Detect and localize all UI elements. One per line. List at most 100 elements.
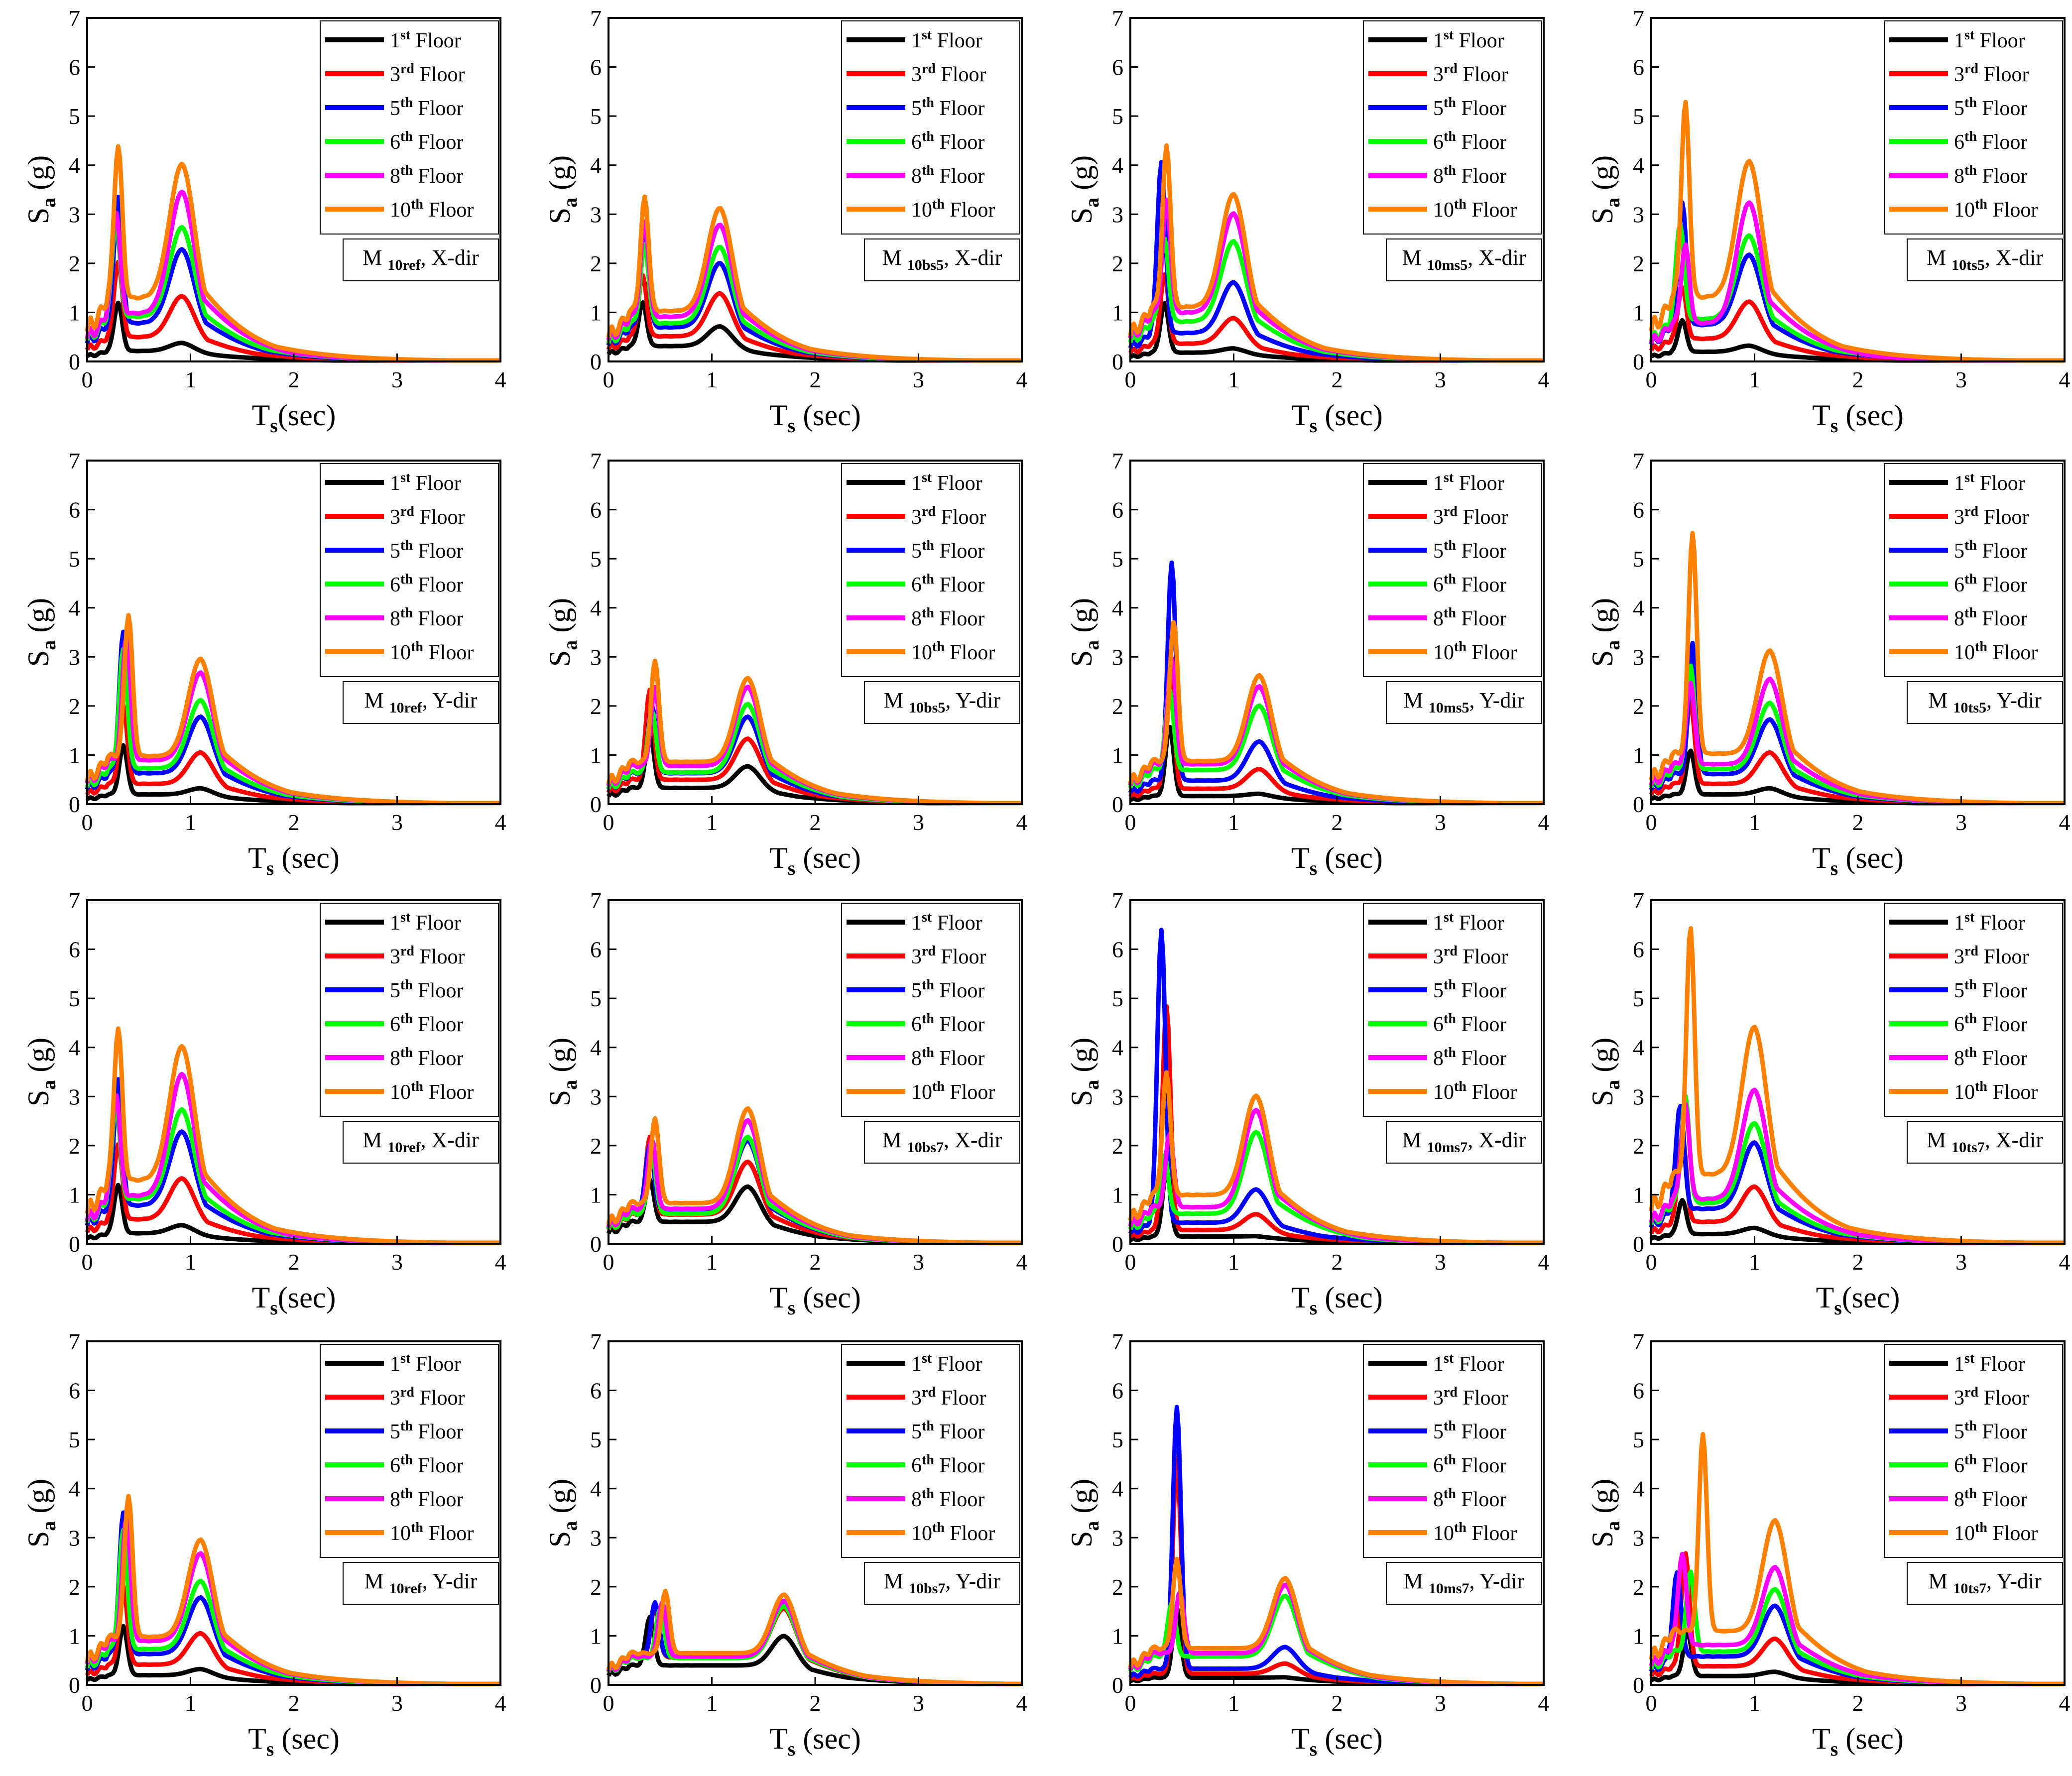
x-axis-label: Ts (sec) (1291, 841, 1383, 879)
y-tick-label: 7 (1633, 448, 1644, 474)
model-label-box (1907, 1562, 2063, 1605)
x-tick-label: 2 (1332, 1249, 1343, 1275)
legend-box (320, 1344, 499, 1558)
legend-entry-label: 6th Floor (390, 129, 463, 154)
y-tick-label: 1 (1112, 300, 1123, 325)
y-tick-label: 6 (590, 497, 602, 523)
x-tick-label: 1 (185, 810, 196, 835)
x-tick-label: 0 (82, 1249, 93, 1275)
y-tick-label: 6 (590, 55, 602, 80)
legend-entry-label: 3rd Floor (911, 61, 986, 86)
legend-entry-label: 8th Floor (911, 163, 984, 188)
legend-entry-label: 8th Floor (1433, 605, 1506, 630)
series-line-10th-floor (1649, 926, 2065, 1245)
legend-entry-label: 8th Floor (390, 1045, 463, 1070)
x-axis-label: Ts (sec) (1812, 1722, 1904, 1760)
legend: 1st Floor 3rd Floor 5th Floor 6th Floor 8th … (1363, 903, 1542, 1117)
series-line-10th-floor (606, 658, 1022, 806)
model-label-text: M 10ref, X-dir (363, 245, 479, 273)
x-axis-label: Ts (sec) (1291, 1722, 1383, 1760)
legend-entry-label: 10th Floor (911, 639, 995, 664)
legend-entry-label: 10th Floor (1433, 1079, 1517, 1104)
y-tick-label: 3 (590, 202, 602, 227)
x-tick-label: 4 (1016, 1690, 1028, 1716)
y-tick-label: 5 (590, 546, 602, 572)
y-tick-label: 1 (1112, 742, 1123, 768)
model-label: M 10ts7, X-dir (1907, 1121, 2063, 1164)
y-tick-label: 7 (69, 5, 80, 31)
x-tick-label: 4 (495, 367, 506, 392)
legend-box (320, 463, 499, 677)
y-tick-label: 2 (1112, 251, 1123, 276)
model-label-box (343, 238, 499, 281)
y-tick-label: 4 (1112, 153, 1123, 178)
subplot-r1c2: 0 1 2 3 4 5 6 7 0 1 2 3 4 Ts (sec) Sa (g) 1st Floor 3rd … (543, 5, 1028, 437)
y-tick-label: 7 (1633, 1329, 1644, 1354)
x-tick-label: 1 (706, 367, 718, 392)
y-tick-label: 6 (590, 937, 602, 962)
legend-entry-label: 3rd Floor (1954, 1385, 2029, 1410)
x-tick-label: 3 (913, 810, 924, 835)
legend-entry-label: 1st Floor (911, 27, 982, 52)
x-tick-label: 3 (913, 1690, 924, 1716)
legend-entry-label: 5th Floor (390, 1419, 463, 1443)
x-tick-label: 2 (288, 810, 300, 835)
legend-box (1363, 463, 1542, 677)
model-label: M 10bs7, X-dir (864, 1121, 1020, 1164)
x-tick-label: 0 (1646, 810, 1657, 835)
y-tick-label: 7 (1112, 5, 1123, 31)
y-tick-label: 2 (69, 251, 80, 276)
x-tick-label: 3 (1955, 367, 1967, 392)
y-tick-label: 3 (1112, 1084, 1123, 1109)
legend-box (1884, 903, 2063, 1117)
model-label: M 10bs5, X-dir (864, 238, 1020, 281)
x-tick-label: 2 (1852, 367, 1864, 392)
legend-entry-label: 6th Floor (911, 129, 984, 154)
series-line-10th-floor (1128, 1556, 1544, 1686)
x-tick-label: 4 (495, 810, 506, 835)
y-tick-label: 1 (69, 300, 80, 325)
y-tick-label: 0 (590, 1231, 602, 1257)
y-tick-label: 0 (69, 349, 80, 374)
y-tick-label: 4 (1633, 1035, 1644, 1061)
y-tick-label: 7 (590, 5, 602, 31)
x-tick-label: 2 (1332, 1690, 1343, 1716)
y-axis-label: Sa (g) (543, 1479, 581, 1547)
y-tick-label: 2 (69, 1133, 80, 1159)
legend: 1st Floor 3rd Floor 5th Floor 6th Floor 8th … (1884, 20, 2063, 235)
model-label: M 10ms5, X-dir (1386, 238, 1542, 281)
model-label-text: M 10ref, Y-dir (364, 688, 477, 716)
y-tick-label: 7 (590, 448, 602, 474)
y-tick-label: 0 (1112, 1672, 1123, 1698)
legend-entry-label: 5th Floor (911, 1419, 984, 1443)
series-line-10th-floor (1649, 1432, 2065, 1686)
x-tick-label: 4 (2059, 1249, 2071, 1275)
legend: 1st Floor 3rd Floor 5th Floor 6th Floor 8th … (320, 463, 499, 677)
legend-entry-label: 3rd Floor (390, 61, 465, 86)
y-tick-label: 4 (69, 1476, 80, 1502)
y-tick-label: 3 (590, 644, 602, 670)
y-tick-label: 4 (1112, 595, 1123, 621)
x-tick-label: 2 (810, 1690, 821, 1716)
model-label: M 10ms7, Y-dir (1386, 1562, 1542, 1605)
y-tick-label: 6 (69, 55, 80, 80)
model-label: M 10bs7, Y-dir (864, 1562, 1020, 1605)
x-tick-label: 3 (391, 1690, 403, 1716)
y-tick-label: 7 (69, 1329, 80, 1354)
legend-entry-label: 10th Floor (1954, 639, 2038, 664)
model-label-text: M 10bs7, X-dir (882, 1128, 1002, 1156)
x-tick-label: 1 (706, 1249, 718, 1275)
y-tick-label: 3 (1112, 1525, 1123, 1550)
x-tick-label: 4 (1016, 810, 1028, 835)
y-tick-label: 6 (1112, 55, 1123, 80)
legend-entry-label: 3rd Floor (1433, 61, 1508, 86)
y-tick-label: 7 (1112, 888, 1123, 913)
legend-entry-label: 1st Floor (1954, 1351, 2025, 1376)
y-axis-label: Sa (g) (1065, 598, 1103, 667)
legend-entry-label: 3rd Floor (1433, 944, 1508, 968)
model-label-text: M 10ms5, X-dir (1402, 245, 1526, 273)
legend-entry-label: 6th Floor (390, 1452, 463, 1477)
y-tick-label: 1 (69, 1623, 80, 1649)
legend-box (1884, 20, 2063, 235)
y-tick-label: 4 (1112, 1035, 1123, 1061)
